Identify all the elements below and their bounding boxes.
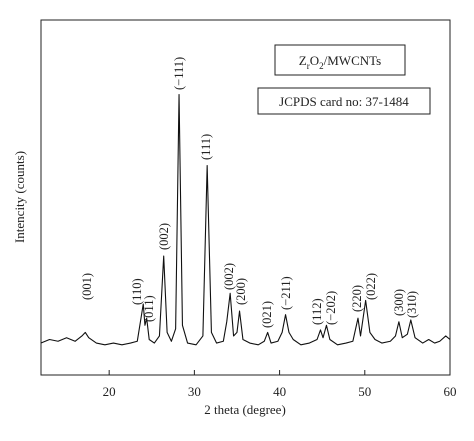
legend-box xyxy=(257,87,431,115)
peak-label: (001) xyxy=(80,273,94,300)
peak-label: (021) xyxy=(260,301,274,328)
x-tick-label: 30 xyxy=(188,384,201,399)
legend-part: /MWCNTs xyxy=(324,53,382,68)
peak-label: (220) xyxy=(350,285,364,312)
peak-label: (200) xyxy=(234,278,248,305)
x-tick-label: 50 xyxy=(358,384,371,399)
peak-label: (110) xyxy=(130,278,144,305)
plot-frame xyxy=(40,19,451,376)
peak-label: (002) xyxy=(222,263,236,290)
x-tick-label: 20 xyxy=(103,384,116,399)
peak-label: (022) xyxy=(364,273,378,300)
peak-label: (−111) xyxy=(172,57,186,90)
peak-label: (011) xyxy=(142,295,156,322)
legend-text: JCPDS card no: 37-1484 xyxy=(279,94,409,109)
legend-box xyxy=(274,44,406,76)
peak-label: (−202) xyxy=(324,291,338,325)
peak-label: (002) xyxy=(157,223,171,250)
x-tick-label: 60 xyxy=(444,384,457,399)
x-tick-label: 40 xyxy=(273,384,286,399)
x-axis-label: 2 theta (degree) xyxy=(204,402,286,417)
legend-part: r xyxy=(307,61,310,71)
data-line xyxy=(40,94,451,346)
legend-part: 2 xyxy=(319,61,324,71)
peak-label: (310) xyxy=(405,291,419,318)
peak-label: (−211) xyxy=(279,276,293,310)
legend-part: Z xyxy=(299,53,307,68)
legend-part: O xyxy=(310,53,319,68)
peak-label: (300) xyxy=(392,289,406,316)
y-axis-label: Intencity (counts) xyxy=(12,151,27,243)
peak-label: (111) xyxy=(199,134,213,160)
peak-label: (112) xyxy=(310,298,324,325)
legend-text: ZrO2/MWCNTs xyxy=(299,53,381,71)
